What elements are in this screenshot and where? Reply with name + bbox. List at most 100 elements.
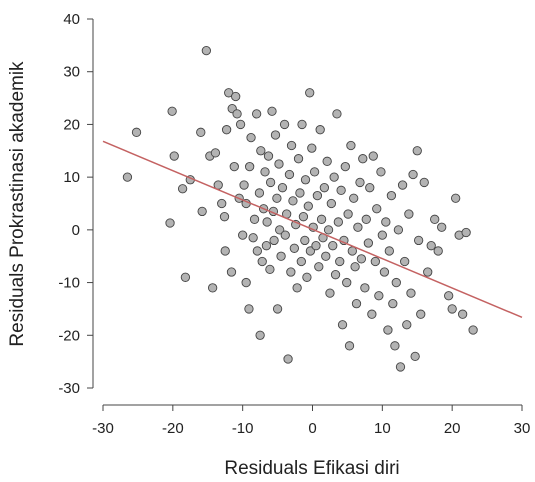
data-point <box>272 193 282 203</box>
x-axis-title: Residuals Efikasi diri <box>224 458 399 479</box>
data-point <box>217 198 227 209</box>
data-point <box>390 341 400 351</box>
x-tick-label: 20 <box>444 420 461 437</box>
y-tick-label: 0 <box>72 222 80 239</box>
data-point <box>437 222 447 232</box>
data-point <box>344 341 355 351</box>
data-point <box>226 267 237 277</box>
data-point <box>321 251 331 261</box>
axes <box>92 19 522 406</box>
y-axis-title: Residuals Prokrastinasi akademik <box>7 61 28 347</box>
data-point <box>314 262 324 272</box>
data-point <box>256 146 266 156</box>
data-point <box>220 246 230 256</box>
data-point <box>326 198 337 209</box>
data-point <box>350 262 360 272</box>
data-point <box>265 177 276 188</box>
data-point <box>307 143 317 153</box>
data-point <box>272 304 283 314</box>
data-point <box>343 209 353 219</box>
data-point <box>277 183 288 193</box>
data-point <box>122 172 133 182</box>
data-point <box>384 246 394 256</box>
data-point <box>288 196 298 206</box>
data-point <box>363 238 374 248</box>
data-point <box>180 272 191 282</box>
data-point <box>419 177 429 188</box>
data-point <box>430 214 440 224</box>
data-point <box>413 235 424 246</box>
data-point <box>309 167 320 177</box>
scatter-points <box>122 45 478 372</box>
data-point <box>322 156 332 166</box>
data-point <box>261 241 272 251</box>
data-point <box>468 325 478 335</box>
data-point <box>229 161 239 172</box>
data-point <box>319 183 330 193</box>
data-point <box>461 227 471 238</box>
data-point <box>365 183 375 193</box>
data-point <box>368 151 378 161</box>
data-point <box>333 217 343 227</box>
data-point <box>303 201 313 211</box>
data-point <box>276 251 286 261</box>
data-point <box>325 288 335 298</box>
data-point <box>231 91 241 102</box>
data-point <box>388 299 398 309</box>
data-point <box>279 119 290 130</box>
data-point <box>257 256 267 267</box>
data-point <box>342 277 352 288</box>
x-tick-label: -20 <box>162 420 184 437</box>
data-point <box>367 309 377 319</box>
data-point <box>292 283 302 293</box>
data-point <box>336 185 346 195</box>
data-point <box>416 309 426 319</box>
x-tick-label: 10 <box>374 420 391 437</box>
data-point <box>305 246 316 256</box>
data-point <box>444 291 454 301</box>
data-point <box>293 154 304 164</box>
data-point <box>397 180 408 190</box>
data-point <box>383 325 393 335</box>
y-tick-label: 30 <box>63 64 80 81</box>
data-point <box>335 256 345 267</box>
x-tick-label: 30 <box>514 420 531 437</box>
data-point <box>244 161 255 172</box>
y-tick-label: 40 <box>63 11 80 28</box>
data-point <box>248 233 258 243</box>
data-point <box>131 127 142 137</box>
data-point <box>246 132 256 143</box>
data-point <box>329 172 339 182</box>
data-point <box>393 225 404 235</box>
data-point <box>328 241 338 251</box>
regression-line <box>102 140 523 319</box>
data-point <box>251 109 262 119</box>
x-ticks: -30 -20 -10 0 10 20 30 <box>92 405 530 437</box>
data-point <box>391 277 401 288</box>
y-tick-label: 10 <box>63 169 80 186</box>
data-point <box>283 354 293 364</box>
data-point <box>267 106 277 116</box>
data-point <box>370 256 380 267</box>
data-point <box>274 159 284 169</box>
data-point <box>426 241 436 251</box>
y-tick-label: 20 <box>63 116 80 133</box>
data-point <box>295 188 305 198</box>
data-point <box>169 151 179 161</box>
data-point <box>351 299 362 309</box>
data-point <box>265 264 275 275</box>
data-point <box>298 212 309 222</box>
data-point <box>349 193 359 203</box>
data-point <box>353 222 363 232</box>
data-point <box>381 217 391 227</box>
data-point <box>280 230 290 240</box>
data-point <box>254 188 265 198</box>
data-point <box>358 154 368 164</box>
data-point <box>356 254 367 264</box>
data-point <box>372 204 382 214</box>
data-point <box>404 209 414 219</box>
data-point <box>196 127 206 137</box>
data-point <box>302 272 312 282</box>
data-point <box>400 256 410 267</box>
data-point <box>410 351 420 362</box>
